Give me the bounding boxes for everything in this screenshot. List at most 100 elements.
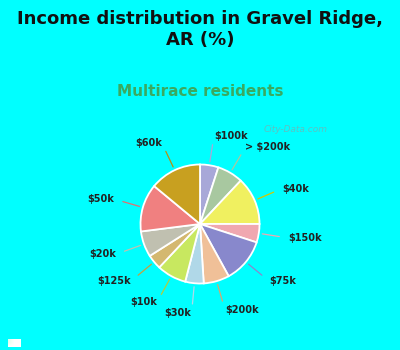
- Bar: [14, 339, 20, 343]
- Bar: [13, 341, 19, 345]
- Text: $150k: $150k: [288, 233, 322, 243]
- Bar: [12, 342, 18, 346]
- Bar: [10, 339, 17, 343]
- Bar: [12, 341, 18, 345]
- Bar: [12, 342, 18, 346]
- Bar: [11, 341, 18, 344]
- Bar: [14, 340, 20, 343]
- Bar: [14, 341, 20, 345]
- Bar: [12, 342, 18, 346]
- Bar: [14, 340, 21, 344]
- Bar: [12, 341, 18, 345]
- Bar: [14, 340, 20, 344]
- Bar: [8, 341, 15, 345]
- Bar: [12, 338, 18, 343]
- Bar: [11, 342, 18, 346]
- Bar: [12, 339, 18, 343]
- Bar: [11, 340, 18, 344]
- Bar: [11, 342, 17, 345]
- Bar: [14, 340, 20, 343]
- Bar: [12, 342, 19, 346]
- Bar: [13, 342, 19, 346]
- Bar: [11, 341, 17, 345]
- Bar: [10, 342, 16, 346]
- Bar: [12, 340, 18, 343]
- Bar: [10, 339, 16, 343]
- Bar: [13, 340, 19, 344]
- Bar: [11, 340, 18, 344]
- Bar: [12, 341, 18, 344]
- Bar: [11, 339, 17, 343]
- Bar: [12, 339, 18, 343]
- Bar: [11, 341, 17, 344]
- Bar: [10, 341, 17, 345]
- Bar: [12, 342, 18, 346]
- Bar: [10, 342, 17, 346]
- Bar: [10, 338, 16, 343]
- Bar: [12, 341, 18, 345]
- Bar: [9, 340, 16, 344]
- Bar: [10, 341, 16, 345]
- Bar: [9, 340, 15, 343]
- Bar: [14, 341, 20, 344]
- Bar: [14, 340, 20, 344]
- Bar: [9, 340, 15, 344]
- Bar: [8, 342, 14, 346]
- Bar: [14, 341, 20, 345]
- Bar: [12, 341, 18, 345]
- Bar: [13, 342, 19, 346]
- Bar: [9, 342, 15, 345]
- Bar: [9, 342, 15, 346]
- Bar: [8, 340, 15, 344]
- Bar: [12, 341, 19, 345]
- Bar: [8, 342, 15, 346]
- Bar: [14, 341, 20, 344]
- Bar: [10, 339, 16, 343]
- Bar: [14, 342, 20, 346]
- Bar: [9, 342, 16, 346]
- Bar: [11, 342, 18, 346]
- Bar: [12, 339, 18, 343]
- Bar: [13, 341, 19, 345]
- Bar: [11, 340, 18, 344]
- Bar: [14, 342, 20, 346]
- Bar: [12, 339, 19, 343]
- Bar: [13, 340, 20, 344]
- Bar: [9, 341, 16, 345]
- Bar: [11, 341, 18, 345]
- Bar: [10, 342, 16, 346]
- Bar: [10, 339, 17, 343]
- Bar: [12, 341, 18, 345]
- Bar: [10, 341, 17, 345]
- Bar: [14, 338, 20, 343]
- Bar: [12, 340, 19, 344]
- Bar: [14, 342, 21, 345]
- Bar: [8, 339, 14, 343]
- Text: $100k: $100k: [214, 131, 248, 141]
- Bar: [12, 341, 18, 345]
- Bar: [10, 342, 16, 346]
- Bar: [10, 340, 16, 344]
- Bar: [10, 340, 16, 344]
- Bar: [14, 342, 20, 346]
- Bar: [14, 342, 20, 346]
- Bar: [9, 342, 15, 346]
- Bar: [12, 341, 18, 345]
- Bar: [14, 342, 20, 346]
- Bar: [13, 341, 20, 344]
- Bar: [14, 340, 20, 344]
- Bar: [14, 340, 20, 344]
- Bar: [11, 340, 17, 343]
- Bar: [11, 339, 18, 343]
- Bar: [13, 342, 20, 346]
- Bar: [10, 340, 16, 344]
- Bar: [8, 342, 15, 346]
- Bar: [9, 339, 16, 343]
- Bar: [8, 340, 15, 344]
- Bar: [12, 342, 18, 346]
- Bar: [9, 339, 15, 343]
- Bar: [13, 340, 20, 344]
- Bar: [11, 339, 18, 343]
- Bar: [9, 340, 16, 344]
- Bar: [9, 341, 15, 345]
